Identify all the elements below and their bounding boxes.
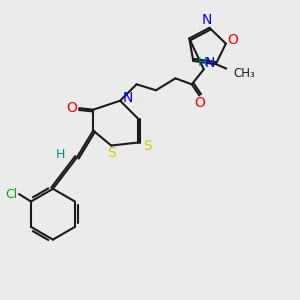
- Text: N: N: [201, 13, 212, 27]
- Text: Cl: Cl: [5, 188, 18, 200]
- Text: S: S: [142, 139, 152, 152]
- Text: N: N: [205, 56, 215, 70]
- Text: H: H: [198, 56, 207, 69]
- Text: H: H: [56, 148, 65, 161]
- Text: S: S: [107, 146, 116, 160]
- Text: CH₃: CH₃: [234, 67, 256, 80]
- Text: N: N: [122, 91, 133, 105]
- Text: O: O: [227, 33, 238, 47]
- Text: O: O: [194, 96, 205, 110]
- Text: O: O: [66, 101, 77, 115]
